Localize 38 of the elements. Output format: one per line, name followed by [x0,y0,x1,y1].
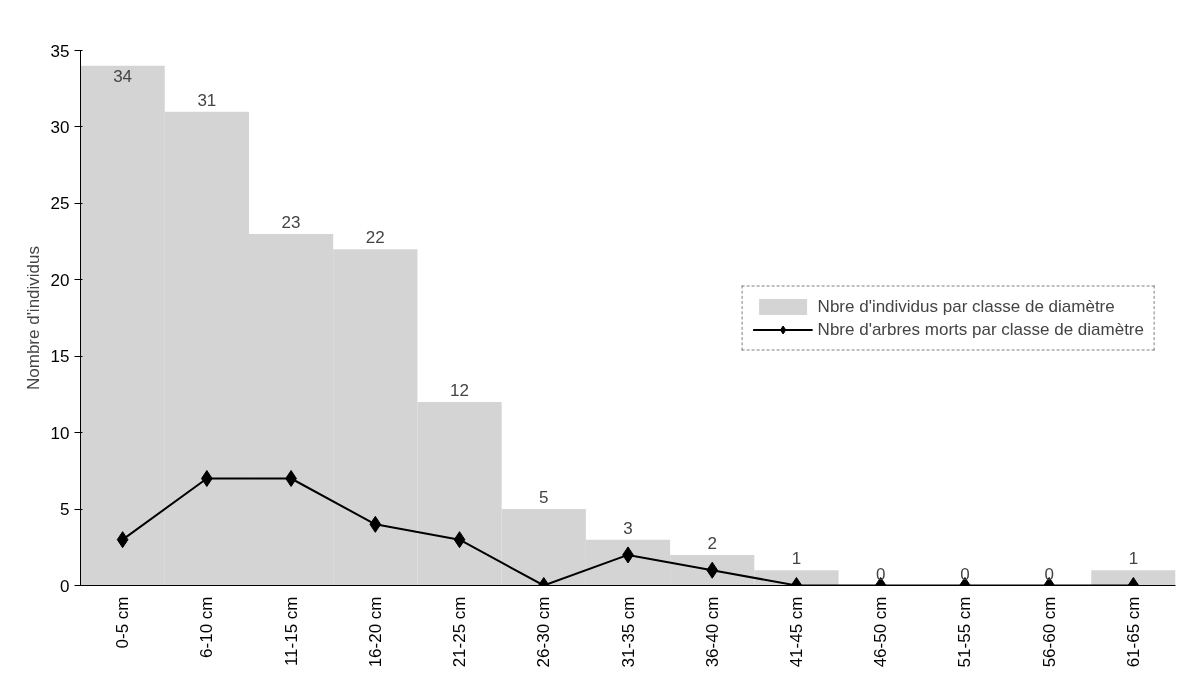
y-axis-title: Nombre d'individus [23,245,43,391]
data-label: 0 [960,564,970,584]
x-tick-label: 61-65 cm [1123,596,1143,668]
data-label: 5 [539,488,549,508]
y-tick-label: 10 [50,423,70,443]
x-tick-label: 6-10 cm [197,596,217,658]
data-label: 0 [875,564,886,584]
data-label: 3 [623,518,633,538]
y-tick-label: 20 [50,270,70,290]
data-label: 22 [365,228,385,248]
y-tick-label: 25 [50,194,70,214]
legend-label: Nbre d'individus par classe de diamètre [817,296,1115,316]
y-tick-label: 30 [50,117,70,137]
y-tick-label: 0 [60,576,70,596]
x-tick-label: 16-20 cm [365,596,385,668]
y-tick-label: 15 [50,347,70,367]
x-tick-label: 0-5 cm [113,596,133,649]
y-tick-label: 5 [60,500,70,520]
data-label: 0 [1044,564,1054,584]
y-tick-label: 35 [50,41,70,61]
data-label: 23 [281,212,301,232]
x-tick-label: 46-50 cm [871,596,891,668]
x-tick-label: 51-55 cm [955,596,975,668]
data-label: 31 [197,90,217,110]
data-label: 12 [450,381,470,401]
x-tick-label: 11-15 cm [281,596,301,667]
x-tick-label: 41-45 cm [786,596,806,668]
x-tick-label: 31-35 cm [618,596,638,668]
data-label: 1 [791,549,802,569]
bar [1091,570,1176,586]
data-label: 1 [1128,549,1139,569]
x-tick-label: 21-25 cm [450,596,470,668]
legend-label: Nbre d'arbres morts par classe de diamètre [817,319,1144,339]
x-tick-label: 36-40 cm [702,596,722,668]
data-label: 34 [113,66,133,86]
x-tick-label: 56-60 cm [1039,596,1059,668]
data-label: 2 [707,533,717,553]
x-tick-label: 26-30 cm [534,596,554,668]
